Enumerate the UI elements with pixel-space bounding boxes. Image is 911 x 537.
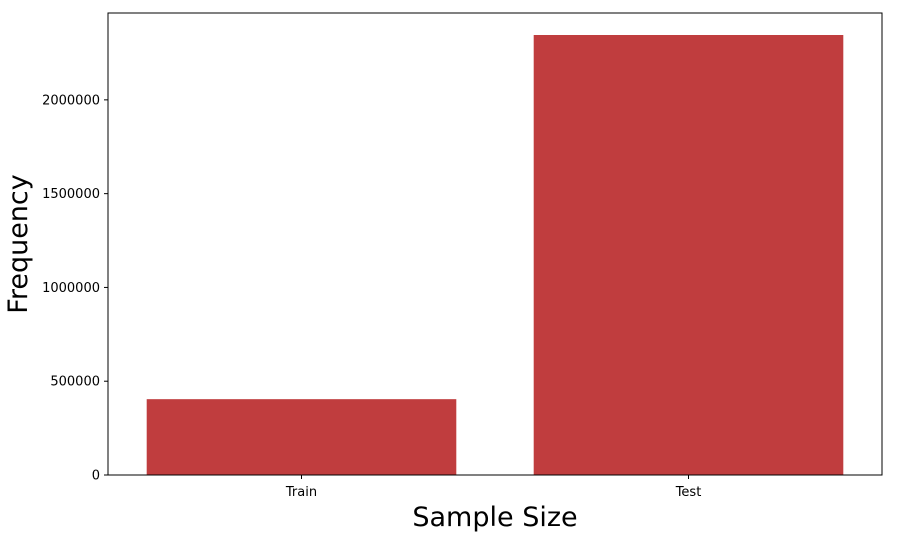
- bar-train: [146, 399, 457, 475]
- x-tick-label: Test: [675, 485, 702, 500]
- y-tick-label: 2000000: [42, 93, 100, 108]
- x-axis-ticks: Train Test: [285, 475, 701, 500]
- bars-group: [146, 35, 844, 476]
- plot-frame: [107, 12, 883, 476]
- x-tick-label: Train: [285, 485, 317, 500]
- y-tick-label: 1000000: [42, 281, 100, 296]
- x-axis-label: Sample Size: [412, 502, 577, 533]
- y-axis-label: Frequency: [3, 174, 34, 314]
- y-axis-ticks: 0 500000 1000000 1500000 2000000: [42, 93, 108, 484]
- y-tick-label: 1500000: [42, 187, 100, 202]
- y-tick-label: 0: [92, 469, 100, 484]
- bar-test: [533, 35, 844, 476]
- y-tick-label: 500000: [50, 375, 100, 390]
